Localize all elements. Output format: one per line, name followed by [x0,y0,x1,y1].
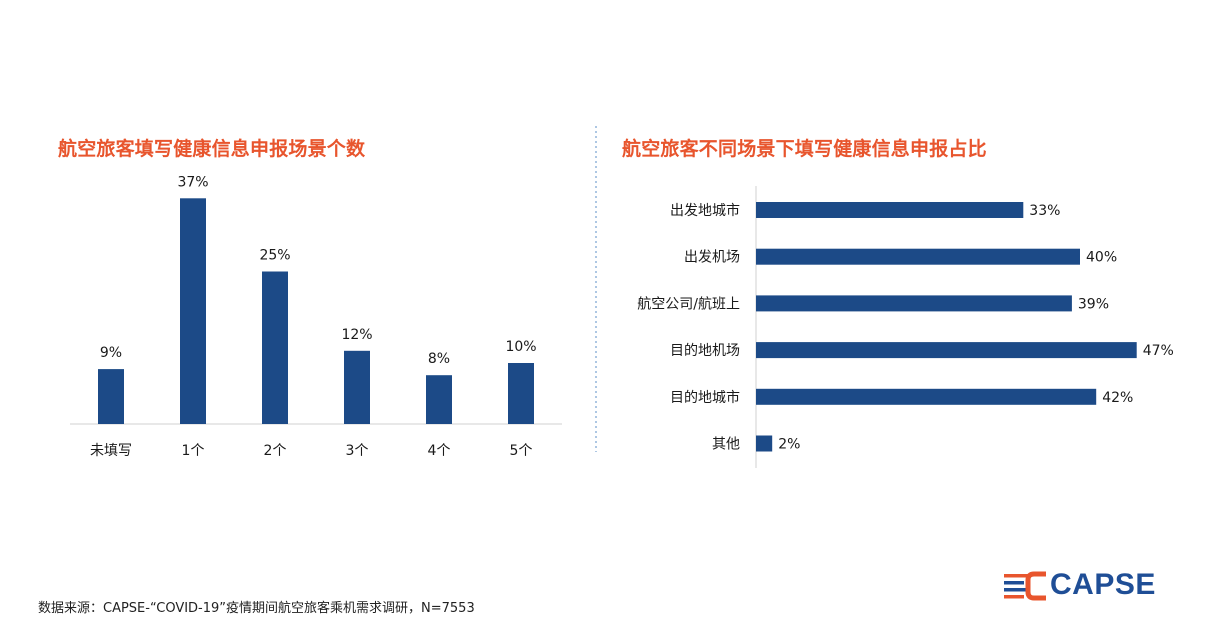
data-label: 33% [1029,203,1060,219]
bar [756,202,1024,218]
data-label: 2% [778,437,800,453]
data-label: 12% [341,327,372,343]
capse-logo: CAPSE [1000,566,1175,606]
data-label: 8% [428,351,450,367]
bar [344,350,370,424]
data-label: 47% [1143,343,1174,359]
x-tick-label: 5个 [510,443,533,459]
y-tick-label: 目的地城市 [670,389,740,406]
capse-logo-text: CAPSE [1050,568,1156,601]
left-bar-chart: 9% 未填写 37% 1个 25% 2个 12% 3个 8% 4个 10% 5个 [70,174,562,459]
capse-logo-mark [1004,571,1046,601]
y-tick-label: 航空公司/航班上 [637,296,740,312]
bar [426,375,452,424]
x-tick-label: 1个 [182,443,205,459]
y-tick-label: 出发地城市 [670,202,740,219]
bar [756,248,1080,265]
bar [98,369,124,424]
right-bar-chart: 33% 出发地城市 40% 出发机场 39% 航空公司/航班上 47% 目的地机场 42% 目的地… [637,186,1174,468]
y-tick-label: 目的地机场 [670,343,740,359]
x-tick-label: 2个 [264,443,287,459]
data-source-note: 数据来源：CAPSE-“COVID-19”疫情期间航空旅客乘机需求调研，N=75… [38,601,475,616]
bar [262,271,288,424]
right-chart-title: 航空旅客不同场景下填写健康信息申报占比 [622,138,987,160]
bar [756,342,1137,359]
data-label: 10% [505,339,536,355]
bar [180,198,206,424]
bar [756,435,773,452]
bar [756,388,1097,405]
bar [508,363,534,424]
data-label: 39% [1078,296,1109,312]
data-label: 9% [100,345,122,361]
y-tick-label: 出发机场 [684,250,740,266]
x-tick-label: 未填写 [90,443,132,459]
data-label: 40% [1086,250,1117,266]
bar [756,295,1072,312]
data-label: 37% [177,174,208,190]
x-tick-label: 3个 [346,443,369,459]
left-chart-title: 航空旅客填写健康信息申报场景个数 [58,138,366,160]
y-tick-label: 其他 [712,437,740,453]
data-label: 42% [1102,390,1133,406]
data-label: 25% [259,248,290,264]
x-tick-label: 4个 [428,443,451,459]
